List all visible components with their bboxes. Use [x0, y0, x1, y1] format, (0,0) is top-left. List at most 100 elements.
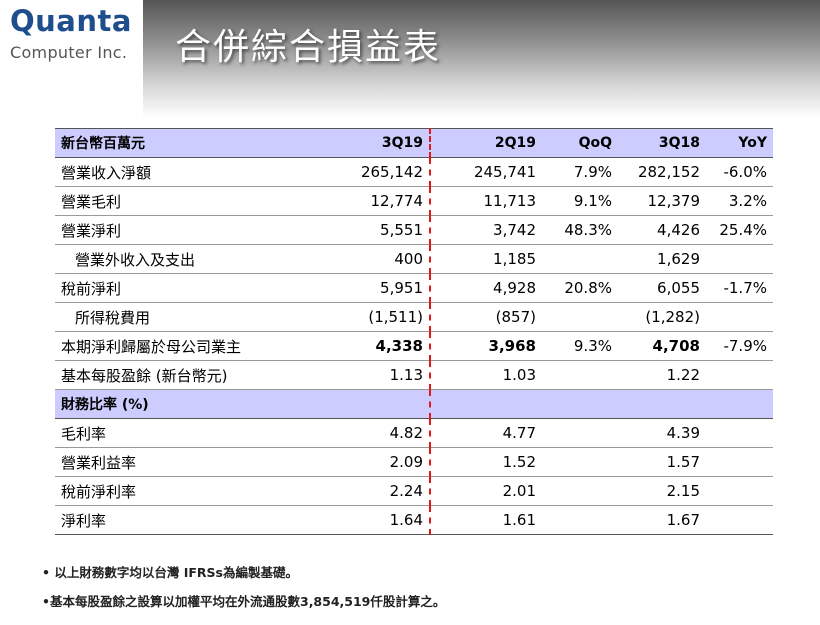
row-label: 本期淨利歸屬於母公司業主: [55, 331, 330, 361]
table-row: 淨利率 1.64 1.61 1.67: [55, 505, 773, 535]
ratio-header-label: 財務比率 (%): [55, 389, 330, 419]
cell-yoy: 25.4%: [706, 215, 773, 245]
cell-qoq: 7.9%: [542, 157, 618, 187]
header-cell: 3Q18: [618, 128, 706, 158]
logo-name: Quanta: [10, 4, 132, 38]
cell-qoq: [542, 476, 618, 506]
cell-3q19: 12,774: [330, 186, 431, 216]
cell-3q18: 4,426: [618, 215, 706, 245]
header-cell: 2Q19: [430, 128, 542, 158]
cell-3q18: 4.39: [618, 418, 706, 448]
row-label: 稅前淨利率: [55, 476, 330, 506]
cell-3q18: 2.15: [618, 476, 706, 506]
cell-yoy: -1.7%: [706, 273, 773, 303]
cell-3q19: 2.24: [330, 476, 431, 506]
cell-yoy: -7.9%: [706, 331, 773, 361]
cell-yoy: [706, 418, 773, 448]
cell-yoy: [706, 360, 773, 390]
cell-3q19: (1,511): [330, 302, 431, 332]
logo-subtitle: Computer Inc.: [10, 43, 128, 62]
cell-2q19: 2.01: [430, 476, 542, 506]
cell-3q19: 5,551: [330, 215, 431, 245]
cell-3q18: 1.22: [618, 360, 706, 390]
cell-2q19: 1.61: [430, 505, 542, 535]
cell-2q19: 1.03: [430, 360, 542, 390]
cell-3q19: 5,951: [330, 273, 431, 303]
row-label: 稅前淨利: [55, 273, 330, 303]
cell-3q18: 12,379: [618, 186, 706, 216]
header-cell: 新台幣百萬元: [55, 128, 330, 158]
cell-3q19: 1.64: [330, 505, 431, 535]
cell-qoq: [542, 505, 618, 535]
row-label: 營業利益率: [55, 447, 330, 477]
table-row: 毛利率 4.82 4.77 4.39: [55, 418, 773, 448]
cell-2q19: 4.77: [430, 418, 542, 448]
cell-qoq: [542, 447, 618, 477]
cell-2q19: 1,185: [430, 244, 542, 274]
cell-2q19: 4,928: [430, 273, 542, 303]
cell-2q19: 1.52: [430, 447, 542, 477]
cell-3q18: 282,152: [618, 157, 706, 187]
cell-yoy: 3.2%: [706, 186, 773, 216]
footnotes: • 以上財務數字均以台灣 IFRSs為編製基礎。 •基本每股盈餘之設算以加權平均…: [42, 562, 445, 620]
cell-qoq: 9.3%: [542, 331, 618, 361]
cell-yoy: [706, 244, 773, 274]
cell-3q18: 6,055: [618, 273, 706, 303]
page-title: 合併綜合損益表: [175, 27, 442, 68]
cell-3q19: 4,338: [330, 331, 431, 361]
table-row: 稅前淨利 5,951 4,928 20.8% 6,055 -1.7%: [55, 273, 773, 303]
cell-2q19: 3,742: [430, 215, 542, 245]
cell-2q19: (857): [430, 302, 542, 332]
cell-qoq: 9.1%: [542, 186, 618, 216]
cell-yoy: [706, 505, 773, 535]
cell-yoy: -6.0%: [706, 157, 773, 187]
cell-3q18: 1.57: [618, 447, 706, 477]
table-row: 本期淨利歸屬於母公司業主 4,338 3,968 9.3% 4,708 -7.9…: [55, 331, 773, 361]
cell-3q18: 1.67: [618, 505, 706, 535]
row-label: 毛利率: [55, 418, 330, 448]
cell-3q19: 400: [330, 244, 431, 274]
cell-2q19: 245,741: [430, 157, 542, 187]
cell-yoy: [706, 302, 773, 332]
row-label: 淨利率: [55, 505, 330, 535]
cell-qoq: 48.3%: [542, 215, 618, 245]
row-label: 所得稅費用: [55, 302, 330, 332]
table-row: 營業外收入及支出 400 1,185 1,629: [55, 244, 773, 274]
table-row: 基本每股盈餘 (新台幣元) 1.13 1.03 1.22: [55, 360, 773, 390]
cell-3q19: 1.13: [330, 360, 431, 390]
cell-3q19: 4.82: [330, 418, 431, 448]
table-row: 營業毛利 12,774 11,713 9.1% 12,379 3.2%: [55, 186, 773, 216]
ratio-section-header: 財務比率 (%): [55, 389, 773, 419]
cell-qoq: [542, 302, 618, 332]
company-logo: Quanta Computer Inc.: [0, 0, 143, 118]
table-row: 稅前淨利率 2.24 2.01 2.15: [55, 476, 773, 506]
row-label: 營業毛利: [55, 186, 330, 216]
cell-qoq: [542, 418, 618, 448]
cell-3q19: 2.09: [330, 447, 431, 477]
income-statement-table: 新台幣百萬元 3Q19 2Q19 QoQ 3Q18 YoY 營業收入淨額 265…: [55, 128, 773, 535]
cell-2q19: 3,968: [430, 331, 542, 361]
header-cell: QoQ: [542, 128, 618, 158]
table-row: 營業淨利 5,551 3,742 48.3% 4,426 25.4%: [55, 215, 773, 245]
table-row: 所得稅費用 (1,511) (857) (1,282): [55, 302, 773, 332]
cell-3q18: (1,282): [618, 302, 706, 332]
cell-2q19: 11,713: [430, 186, 542, 216]
cell-yoy: [706, 447, 773, 477]
table-row: 營業收入淨額 265,142 245,741 7.9% 282,152 -6.0…: [55, 157, 773, 187]
cell-3q18: 1,629: [618, 244, 706, 274]
table-row: 營業利益率 2.09 1.52 1.57: [55, 447, 773, 477]
row-label: 基本每股盈餘 (新台幣元): [55, 360, 330, 390]
footnote: •基本每股盈餘之設算以加權平均在外流通股數3,854,519仟股計算之。: [42, 594, 446, 609]
header-cell: YoY: [706, 128, 773, 158]
cell-3q19: 265,142: [330, 157, 431, 187]
cell-qoq: 20.8%: [542, 273, 618, 303]
cell-qoq: [542, 360, 618, 390]
cell-3q18: 4,708: [618, 331, 706, 361]
row-label: 營業外收入及支出: [55, 244, 330, 274]
row-label: 營業收入淨額: [55, 157, 330, 187]
row-label: 營業淨利: [55, 215, 330, 245]
table-header-row: 新台幣百萬元 3Q19 2Q19 QoQ 3Q18 YoY: [55, 128, 773, 158]
footnote: • 以上財務數字均以台灣 IFRSs為編製基礎。: [42, 565, 298, 580]
header-cell: 3Q19: [330, 128, 431, 158]
cell-yoy: [706, 476, 773, 506]
